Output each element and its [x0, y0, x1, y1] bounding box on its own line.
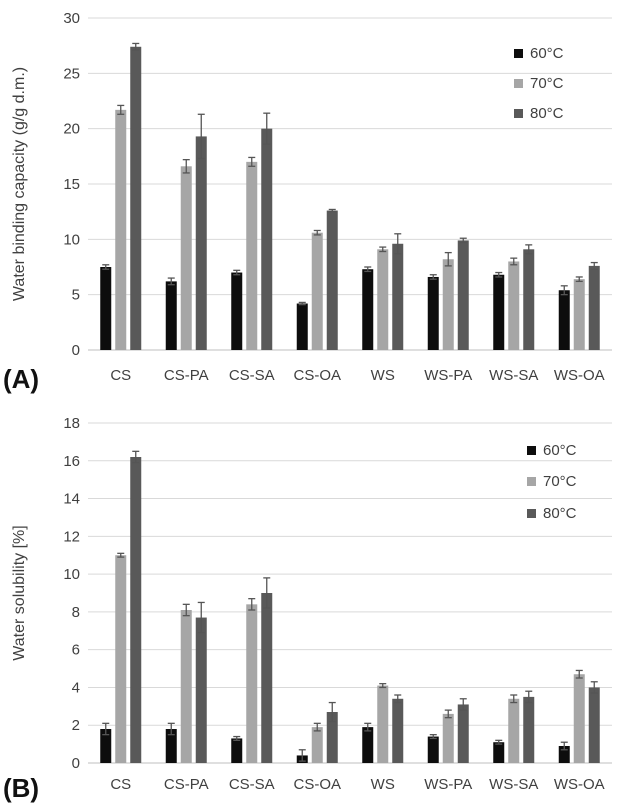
bar — [523, 696, 535, 763]
legend-swatch — [527, 509, 536, 518]
y-tick-label: 20 — [63, 121, 80, 138]
bar — [311, 232, 323, 350]
bar — [130, 46, 142, 350]
bar — [261, 128, 273, 350]
bar — [457, 240, 469, 350]
legend-label: 80°C — [543, 505, 577, 522]
y-tick-label: 10 — [63, 566, 80, 583]
bar — [362, 269, 374, 350]
x-category-label: CS-OA — [293, 776, 341, 793]
bar — [427, 276, 439, 350]
x-category-label: WS-SA — [489, 367, 538, 384]
bar — [573, 674, 585, 763]
bar — [165, 729, 177, 763]
bar — [442, 259, 454, 350]
y-tick-label: 0 — [72, 755, 80, 772]
y-tick-label: 30 — [63, 10, 80, 27]
y-tick-label: 18 — [63, 415, 80, 432]
x-category-label: CS-PA — [164, 367, 209, 384]
y-tick-label: 12 — [63, 528, 80, 545]
y-tick-label: 5 — [72, 287, 80, 304]
bar — [588, 687, 600, 763]
y-tick-label: 16 — [63, 453, 80, 470]
y-axis-title: Water binding capacity (g/g d.m.) — [11, 67, 28, 301]
chart-panel-a: 0 5 10 15 20 25 30 CS CS-PA CS-SA CS-OA WS WS-PA WS-S… — [3, 10, 612, 394]
bar — [442, 713, 454, 763]
bar — [377, 685, 389, 763]
bar — [588, 265, 600, 350]
x-category-label: CS-SA — [229, 367, 275, 384]
bar — [326, 712, 338, 763]
y-tick-label: 14 — [63, 491, 80, 508]
x-category-label: WS — [371, 776, 395, 793]
y-tick-label: 15 — [63, 176, 80, 193]
bar — [165, 281, 177, 350]
bar — [231, 272, 243, 350]
x-category-label: CS-OA — [293, 367, 341, 384]
x-category-label: WS — [371, 367, 395, 384]
bar — [115, 555, 127, 763]
legend-label: 70°C — [543, 473, 577, 490]
bar — [130, 457, 142, 763]
panel-label: (B) — [3, 773, 39, 803]
y-tick-label: 6 — [72, 642, 80, 659]
legend-label: 70°C — [530, 75, 564, 92]
bar — [180, 166, 192, 350]
y-tick-label: 2 — [72, 717, 80, 734]
x-category-label: WS-SA — [489, 776, 538, 793]
y-tick-label: 25 — [63, 65, 80, 82]
bar — [523, 249, 535, 350]
y-tick-label: 0 — [72, 342, 80, 359]
x-category-label: CS — [110, 776, 131, 793]
bar — [115, 109, 127, 350]
x-category-label: WS-PA — [424, 367, 472, 384]
bar — [195, 617, 207, 763]
bar — [362, 727, 374, 763]
y-axis-title: Water solubility [%] — [11, 525, 28, 660]
legend-swatch — [514, 49, 523, 58]
bar — [493, 742, 505, 763]
legend-swatch — [527, 477, 536, 486]
x-category-label: WS-OA — [554, 367, 605, 384]
bar — [392, 243, 404, 350]
legend-label: 60°C — [530, 45, 564, 62]
bar — [246, 604, 258, 763]
bar — [493, 274, 505, 350]
bar — [100, 729, 112, 763]
legend-swatch — [514, 109, 523, 118]
panel-label: (A) — [3, 364, 39, 394]
legend-label: 80°C — [530, 105, 564, 122]
bar — [392, 698, 404, 763]
x-category-label: CS-PA — [164, 776, 209, 793]
y-tick-label: 4 — [72, 679, 80, 696]
y-tick-label: 8 — [72, 604, 80, 621]
bar — [508, 698, 520, 763]
legend-swatch — [527, 446, 536, 455]
bar — [457, 704, 469, 763]
x-category-label: WS-PA — [424, 776, 472, 793]
x-category-label: CS-SA — [229, 776, 275, 793]
bar — [261, 593, 273, 763]
bar — [246, 161, 258, 350]
bar — [508, 261, 520, 350]
bar — [558, 746, 570, 763]
legend-swatch — [514, 79, 523, 88]
bar — [377, 249, 389, 350]
bar — [326, 210, 338, 350]
y-tick-label: 10 — [63, 231, 80, 248]
bar — [231, 738, 243, 763]
x-category-label: CS — [110, 367, 131, 384]
bar — [311, 727, 323, 763]
legend-label: 60°C — [543, 442, 577, 459]
chart-panel-b: 0 2 4 6 8 10 12 14 16 18 CS CS-PA CS-SA CS-OA WS WS-PA W… — [3, 415, 612, 803]
bar — [195, 136, 207, 350]
bar — [180, 610, 192, 763]
bar — [573, 279, 585, 350]
bar — [296, 303, 308, 350]
bar — [100, 267, 112, 350]
bar — [558, 290, 570, 350]
bar — [427, 736, 439, 763]
x-category-label: WS-OA — [554, 776, 605, 793]
